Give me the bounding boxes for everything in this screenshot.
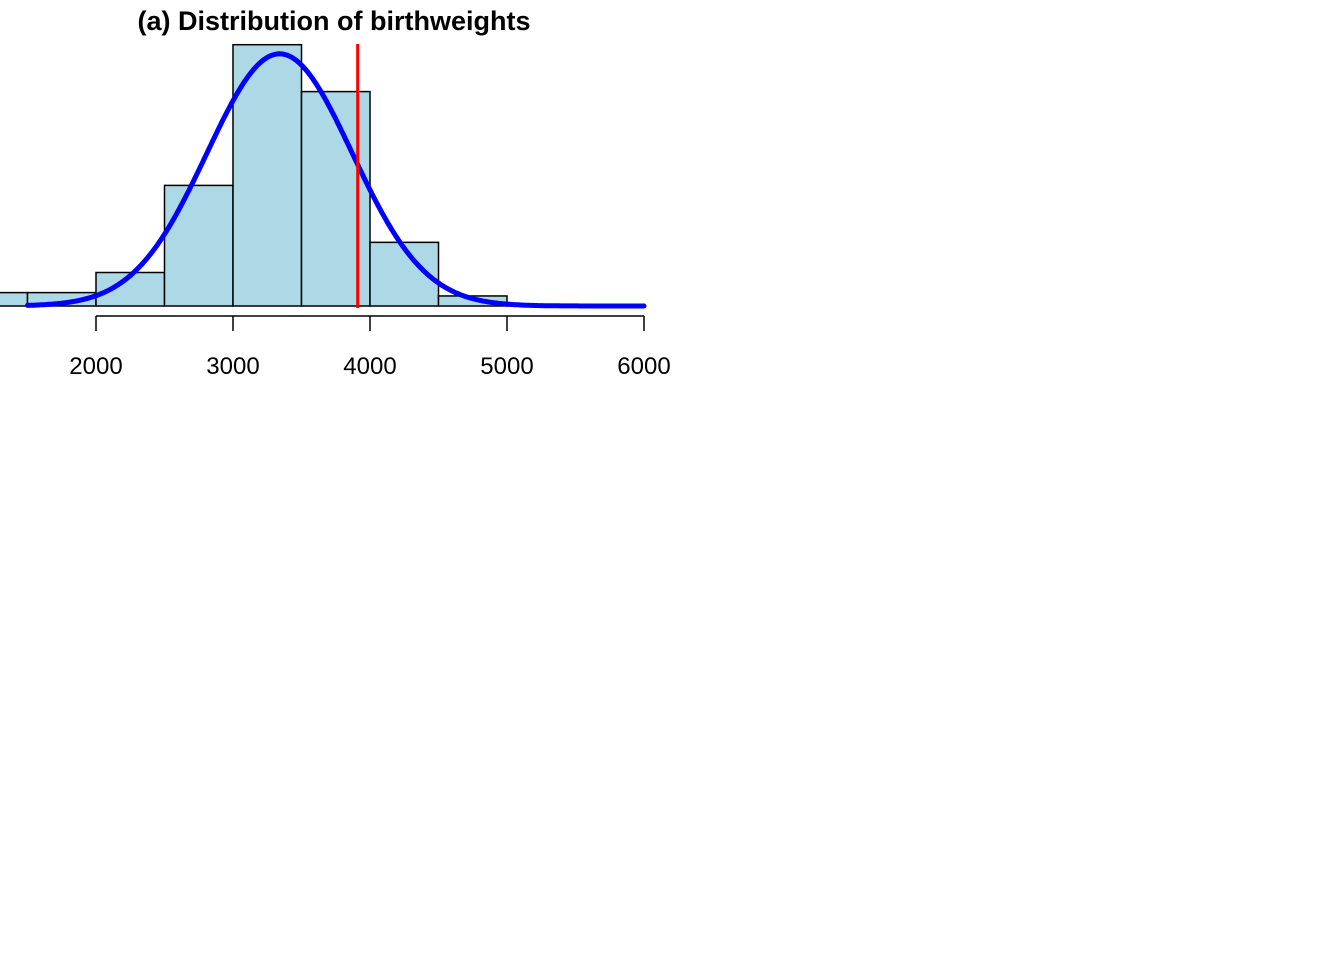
histogram-bar-1000-1500 [0, 293, 28, 306]
x-tick-label-4000: 4000 [343, 353, 396, 380]
chart-title: (a) Distribution of birthweights [138, 6, 531, 36]
histogram-bars [0, 45, 576, 306]
x-tick-label-5000: 5000 [480, 353, 533, 380]
x-tick-label-2000: 2000 [69, 353, 122, 380]
x-tick-label-6000: 6000 [617, 353, 670, 380]
x-tick-label-3000: 3000 [206, 353, 259, 380]
x-axis: 2000 3000 4000 5000 6000 [69, 316, 670, 380]
histogram-bar-2500-3000 [165, 185, 234, 306]
